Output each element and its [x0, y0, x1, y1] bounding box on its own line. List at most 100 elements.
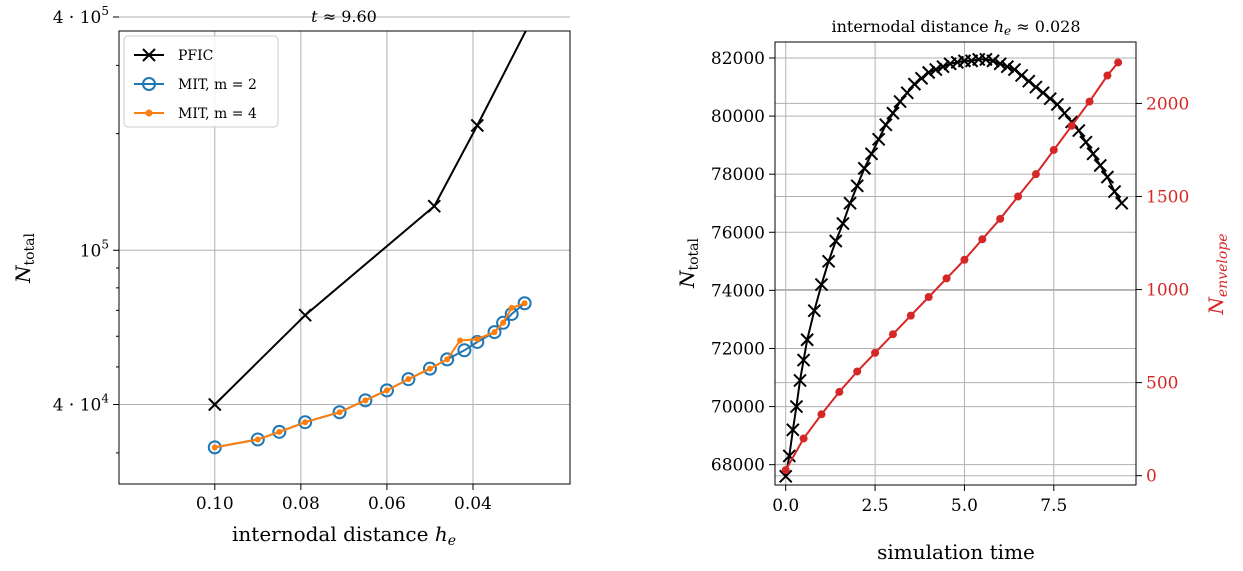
- right-point-0: [1000, 59, 1015, 74]
- right-point-0: [993, 57, 1007, 71]
- right-point-0: [886, 106, 900, 120]
- right-point-1: [853, 367, 862, 376]
- left-point-2: [500, 319, 507, 326]
- left-point-1: [298, 415, 313, 430]
- right-grid: [775, 42, 1136, 485]
- right-ytick-label-secondary: 0: [1146, 467, 1157, 487]
- right-ytick-label-secondary: 1500: [1146, 187, 1189, 207]
- left-plot-frame: [118, 30, 571, 485]
- left-point-2: [383, 387, 390, 394]
- right-point-1: [799, 434, 808, 443]
- left-point-1: [250, 432, 265, 447]
- left-point-1: [272, 424, 287, 439]
- circle-marker-icon: [142, 77, 156, 91]
- right-point-1: [1103, 71, 1112, 80]
- right-point-0: [879, 118, 893, 132]
- left-point-2: [254, 436, 261, 443]
- right-point-0: [1079, 135, 1093, 149]
- right-point-0: [1093, 158, 1107, 173]
- left-point-0: [298, 308, 312, 322]
- left-series-line-1: [214, 302, 526, 449]
- right-point-0: [1100, 170, 1115, 184]
- right-point-0: [871, 132, 886, 147]
- left-point-2: [508, 304, 515, 311]
- right-ytick-label: 72000: [711, 339, 765, 359]
- right-ticks: 0.0 2.5 5.0 7.5 68000 70000 72000 74000 76000 780…: [711, 49, 1189, 516]
- right-point-0: [800, 333, 814, 347]
- right-point-0: [929, 62, 943, 77]
- right-xtick-label: 2.5: [862, 496, 889, 516]
- left-ylabel: Ntotal: [11, 232, 38, 284]
- right-point-1: [1014, 192, 1023, 201]
- left-point-2: [444, 356, 451, 363]
- right-series: [779, 52, 1129, 483]
- right-xtick-label: 5.0: [951, 496, 978, 516]
- right-point-1: [1067, 121, 1076, 130]
- right-point-1: [1031, 170, 1040, 179]
- right-point-1: [1114, 58, 1123, 67]
- right-point-0: [821, 254, 836, 269]
- right-point-0: [1050, 97, 1065, 112]
- right-point-0: [789, 399, 804, 414]
- left-point-1: [332, 405, 347, 420]
- legend-entry-mit-m2: MIT, m = 2: [134, 77, 257, 93]
- right-ytick-label-secondary: 2000: [1146, 94, 1189, 114]
- left-point-1: [487, 325, 502, 340]
- right-point-0: [829, 234, 843, 248]
- right-point-1: [1085, 97, 1094, 106]
- right-point-0: [921, 65, 936, 80]
- right-point-0: [850, 179, 864, 193]
- left-series: [207, 31, 532, 455]
- left-ytick-label: 4 · 105: [53, 4, 109, 28]
- legend-frame: [123, 35, 279, 128]
- left-point-2: [491, 329, 498, 336]
- right-point-0: [1114, 196, 1129, 210]
- right-point-0: [986, 54, 1000, 68]
- left-point-1: [517, 296, 532, 311]
- right-point-1: [942, 274, 951, 283]
- right-ylabel: Ntotal: [675, 237, 702, 289]
- right-point-0: [782, 449, 797, 463]
- right-xlabel: simulation time: [877, 540, 1035, 564]
- left-point-2: [426, 365, 433, 372]
- left-point-1: [422, 361, 437, 376]
- right-point-0: [807, 303, 822, 318]
- left-point-2: [302, 419, 309, 426]
- left-point-1: [379, 383, 394, 398]
- legend-entry-mit-m4: MIT, m = 4: [134, 106, 257, 122]
- left-point-2: [276, 428, 283, 435]
- left-series-line-2: [214, 302, 525, 449]
- right-series-line-1: [784, 61, 1119, 471]
- dot-marker-icon: [145, 109, 153, 117]
- left-point-1: [207, 440, 222, 455]
- right-point-0: [936, 59, 950, 74]
- right-ytick-label-secondary: 500: [1146, 374, 1178, 394]
- left-point-1: [401, 372, 416, 387]
- right-ytick-label: 82000: [711, 49, 765, 69]
- left-grid: [119, 16, 570, 484]
- x-marker-icon: [142, 48, 156, 62]
- right-point-0: [796, 353, 811, 367]
- right-point-0: [836, 216, 850, 231]
- left-point-2: [474, 336, 481, 343]
- legend-label-mit-m2: MIT, m = 2: [178, 77, 257, 93]
- right-point-0: [814, 277, 829, 292]
- right-point-1: [1049, 145, 1058, 154]
- left-ticks: 0.10 0.08 0.06 0.04 4 · 104 105 4 · 105: [53, 4, 492, 514]
- right-point-1: [888, 330, 897, 339]
- right-ytick-label: 80000: [711, 107, 765, 127]
- left-xtick-label: 0.10: [196, 494, 234, 514]
- left-legend: PFIC MIT, m = 2 MIT, m = 4: [123, 35, 279, 128]
- right-ylabel-secondary: Nenvelope: [1204, 233, 1231, 315]
- left-point-2: [457, 337, 464, 344]
- legend-label-pfic: PFIC: [178, 48, 213, 64]
- left-xtick-label: 0.06: [368, 494, 406, 514]
- right-ytick-label: 70000: [711, 398, 765, 418]
- right-point-0: [1107, 184, 1122, 199]
- right-ytick-label: 78000: [711, 165, 765, 185]
- left-title: t ≈ 9.60: [311, 7, 377, 26]
- right-xtick-label: 0.0: [772, 496, 799, 516]
- right-xtick-label: 7.5: [1040, 496, 1067, 516]
- left-point-1: [358, 393, 373, 408]
